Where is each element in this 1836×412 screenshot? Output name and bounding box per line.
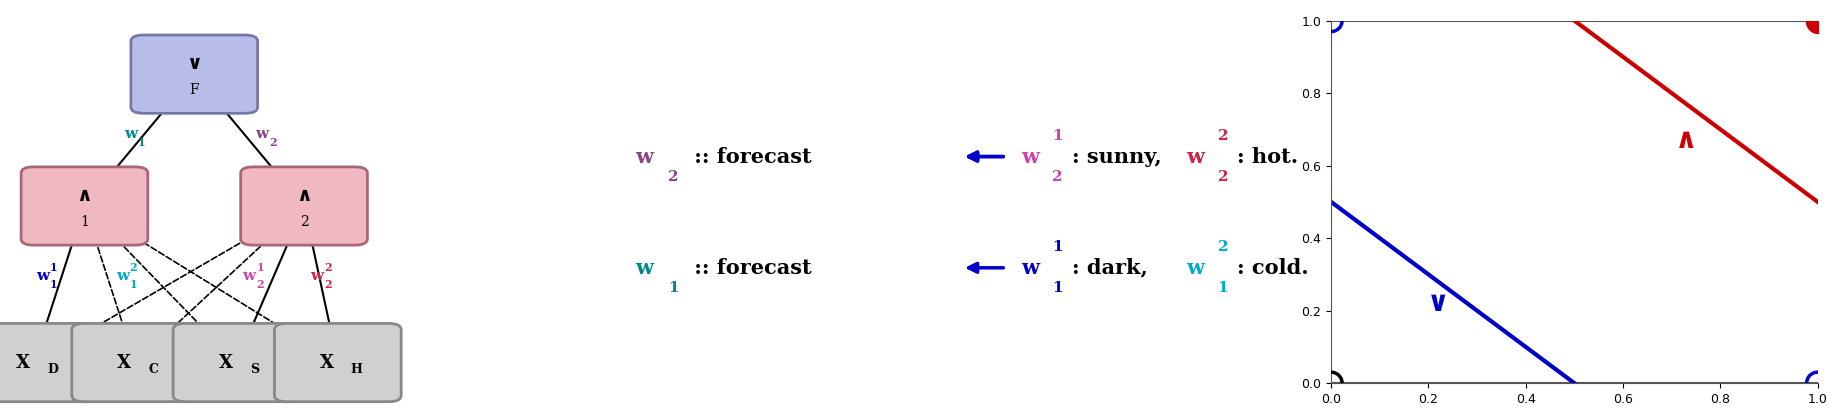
FancyBboxPatch shape xyxy=(22,167,147,245)
Text: S: S xyxy=(250,363,259,377)
Text: D: D xyxy=(48,363,57,377)
Text: 1: 1 xyxy=(50,279,57,290)
Text: ∨: ∨ xyxy=(1427,290,1449,317)
Text: 1: 1 xyxy=(81,215,88,229)
FancyBboxPatch shape xyxy=(241,167,367,245)
Point xyxy=(1803,17,1832,24)
Text: 2: 2 xyxy=(1217,170,1228,184)
Text: : sunny,: : sunny, xyxy=(1072,147,1177,166)
Text: 1: 1 xyxy=(668,281,679,295)
Text: X: X xyxy=(218,353,233,372)
Text: w: w xyxy=(1186,258,1204,278)
Text: 1: 1 xyxy=(1052,240,1063,254)
Text: :: forecast: :: forecast xyxy=(687,147,819,166)
Text: F: F xyxy=(189,83,198,97)
Text: 2: 2 xyxy=(323,279,332,290)
Text: :: forecast: :: forecast xyxy=(687,258,819,278)
Point xyxy=(1316,380,1346,386)
Text: ∧: ∧ xyxy=(1674,127,1698,154)
FancyBboxPatch shape xyxy=(0,323,97,402)
FancyBboxPatch shape xyxy=(130,35,257,113)
Text: ∧: ∧ xyxy=(296,187,312,205)
FancyBboxPatch shape xyxy=(275,323,402,402)
Text: ∧: ∧ xyxy=(77,187,92,205)
Text: H: H xyxy=(351,363,362,377)
Text: X: X xyxy=(17,353,29,372)
Text: w: w xyxy=(310,269,323,283)
Text: 1: 1 xyxy=(130,279,138,290)
Text: 2: 2 xyxy=(299,215,308,229)
Text: C: C xyxy=(149,363,158,377)
Text: 2: 2 xyxy=(668,170,679,184)
Text: 1: 1 xyxy=(138,137,145,147)
Text: 1: 1 xyxy=(50,262,57,273)
Text: 2: 2 xyxy=(323,262,332,273)
Text: 1: 1 xyxy=(1052,129,1063,143)
FancyBboxPatch shape xyxy=(173,323,299,402)
Text: w: w xyxy=(35,269,50,283)
Point xyxy=(1803,380,1832,386)
Text: : dark,: : dark, xyxy=(1072,258,1162,278)
Text: w: w xyxy=(635,258,654,278)
Text: : hot.: : hot. xyxy=(1237,147,1298,166)
Text: 2: 2 xyxy=(130,262,138,273)
Text: w: w xyxy=(125,127,138,141)
Text: X: X xyxy=(319,353,334,372)
Text: : cold.: : cold. xyxy=(1237,258,1309,278)
Text: w: w xyxy=(116,269,129,283)
Text: w: w xyxy=(635,147,654,166)
Text: 1: 1 xyxy=(257,262,264,273)
Text: ∨: ∨ xyxy=(185,55,202,73)
Text: 2: 2 xyxy=(270,137,277,147)
Text: 2: 2 xyxy=(1052,170,1063,184)
Text: X: X xyxy=(118,353,130,372)
Text: 2: 2 xyxy=(1217,129,1228,143)
Text: w: w xyxy=(1021,147,1039,166)
Text: w: w xyxy=(1021,258,1039,278)
FancyBboxPatch shape xyxy=(72,323,198,402)
Point xyxy=(1316,17,1346,24)
Text: w: w xyxy=(255,127,268,141)
Text: w: w xyxy=(1186,147,1204,166)
Text: 2: 2 xyxy=(257,279,264,290)
Text: 2: 2 xyxy=(1217,240,1228,254)
Text: w: w xyxy=(242,269,255,283)
Text: 1: 1 xyxy=(1052,281,1063,295)
Text: 1: 1 xyxy=(1217,281,1228,295)
